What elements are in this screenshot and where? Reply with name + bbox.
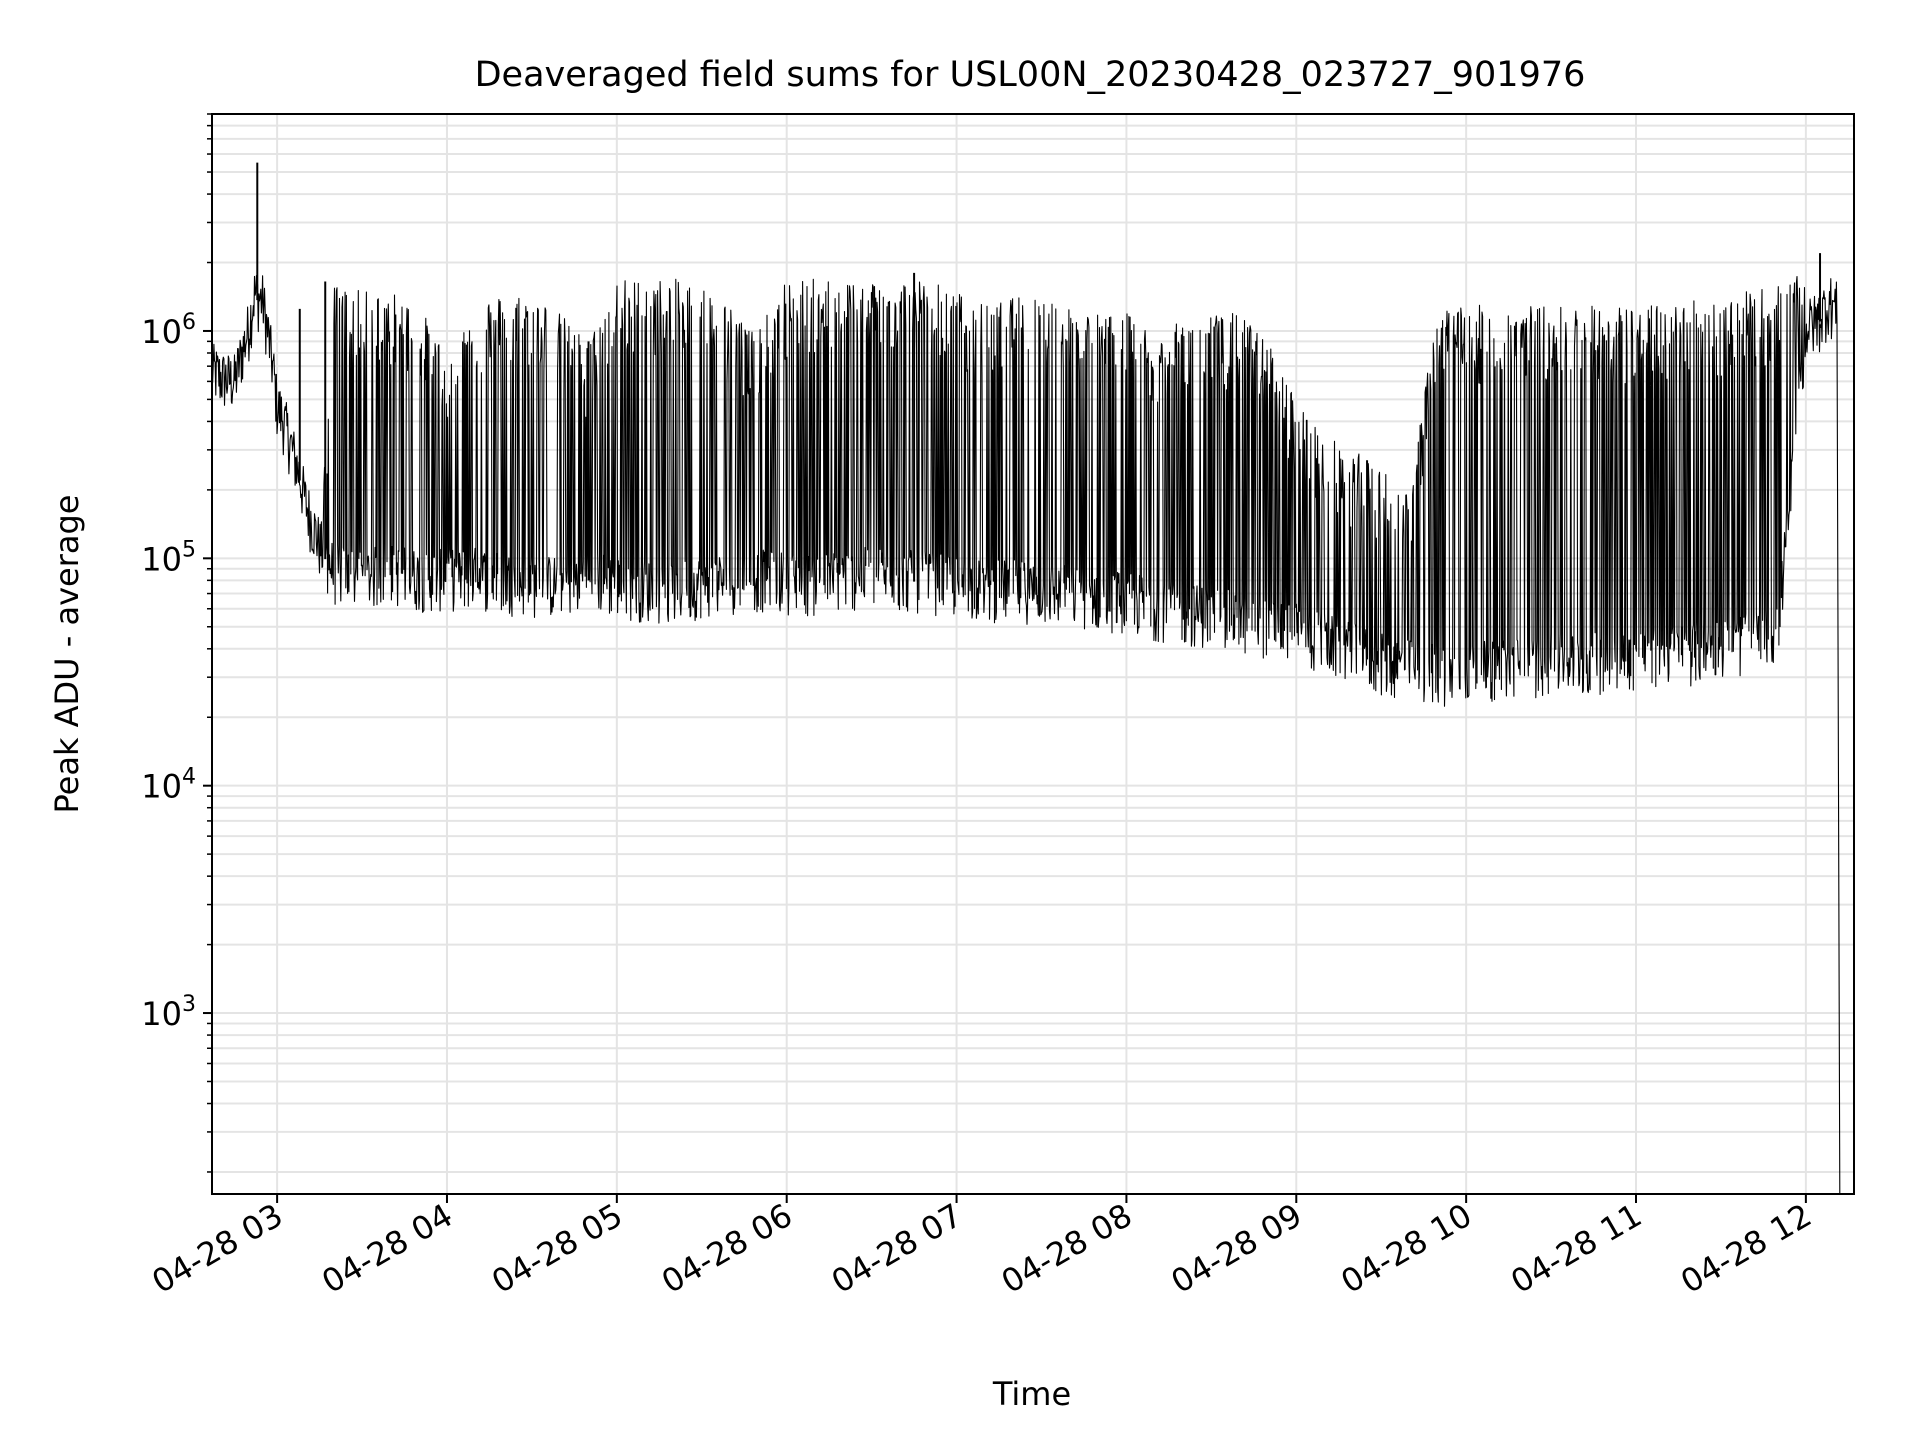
chart-title: Deaveraged field sums for USL00N_2023042… — [475, 55, 1586, 95]
series-line — [211, 275, 1841, 1195]
plot-area — [211, 162, 1841, 1195]
plot-frame — [211, 113, 1855, 1195]
x-axis-label: Time — [992, 1375, 1071, 1413]
y-axis-label: Peak ADU - average — [48, 495, 86, 814]
